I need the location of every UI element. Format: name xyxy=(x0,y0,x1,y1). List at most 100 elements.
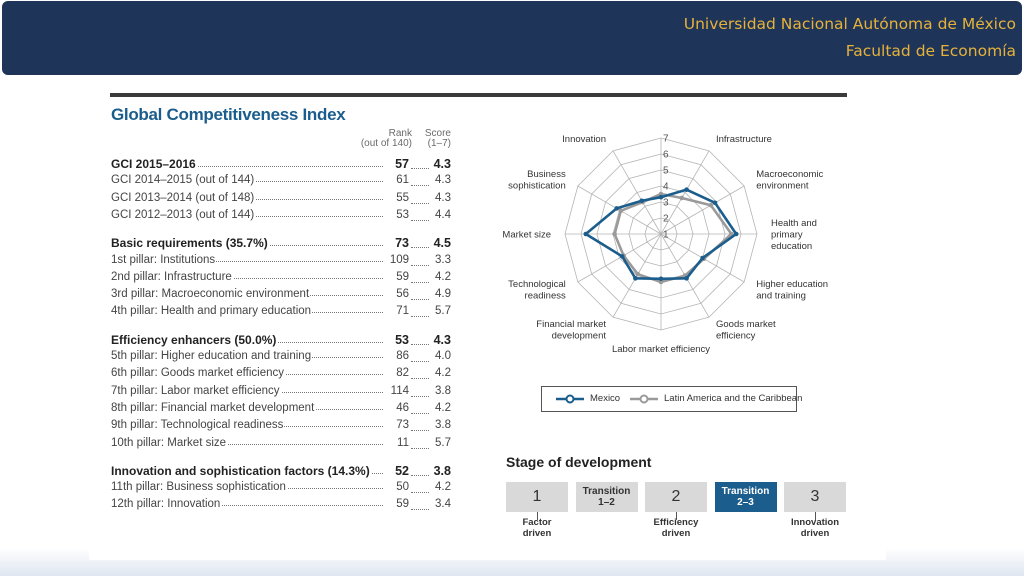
gci-row-rank: 56 xyxy=(396,288,409,301)
radar-ring-label: 6 xyxy=(663,150,669,161)
radar-series-point xyxy=(684,276,689,281)
gci-row-label: 5th pillar: Higher education and trainin… xyxy=(111,350,383,362)
gci-row-label: 1st pillar: Institutions xyxy=(111,253,383,266)
gci-row: 11th pillar: Business sophistication 50 4.… xyxy=(111,481,451,497)
gci-row-rank: 82 xyxy=(396,367,409,380)
gci-row-score: 4.2 xyxy=(435,481,451,494)
radar-ring-label: 2 xyxy=(663,214,669,225)
leader-dots xyxy=(411,168,429,169)
gci-row-score: 4.3 xyxy=(433,157,451,171)
gci-row-score: 5.7 xyxy=(435,436,451,449)
gci-section-row: Basic requirements (35.7%) 73 4.5 xyxy=(111,236,451,252)
radar-spoke xyxy=(660,185,745,235)
gci-row-label: 4th pillar: Health and primary education xyxy=(111,305,383,318)
gci-row-label: 10th pillar: Market size xyxy=(111,436,383,449)
radar-axis-label: Technological readiness xyxy=(508,279,566,302)
radar-series-point xyxy=(658,279,664,285)
radar-spoke xyxy=(660,150,710,235)
gci-row-rank: 59 xyxy=(396,498,409,511)
radar-series-point xyxy=(614,206,619,211)
radar-series-point xyxy=(633,276,638,281)
radar-axis-label: Health and primary education xyxy=(771,218,817,252)
gci-row-rank: 50 xyxy=(396,481,409,494)
gci-row-label-text: 1st pillar: Institutions xyxy=(111,253,217,266)
stage-box: 1 xyxy=(506,482,568,512)
gci-row-score: 3.4 xyxy=(435,498,451,511)
gci-row: 8th pillar: Financial market development… xyxy=(111,401,451,418)
gci-row-label-text: 6th pillar: Goods market efficiency xyxy=(111,367,286,380)
gci-row: GCI 2012–2013 (out of 144) 53 4.4 xyxy=(111,208,451,225)
gci-row-score: 4.3 xyxy=(435,174,451,187)
gci-row: GCI 2013–2014 (out of 148) 55 4.3 xyxy=(111,191,451,208)
gci-row-rank: 53 xyxy=(395,332,409,347)
gci-row: 10th pillar: Market size 11 5.7 xyxy=(111,436,451,453)
gci-row: 4th pillar: Health and primary education… xyxy=(111,305,451,321)
radar-chart-svg: 1234567InstitutionsInfrastructureMacroec… xyxy=(502,134,828,356)
gci-section-row: Efficiency enhancers (50.0%) 53 4.3 xyxy=(111,332,451,349)
radar-ring-label: 4 xyxy=(663,182,669,193)
leader-dots xyxy=(411,412,429,414)
gci-row: 12th pillar: Innovation 59 3.4 xyxy=(111,498,451,514)
gci-row: 5th pillar: Higher education and trainin… xyxy=(111,350,451,366)
legend-label-mexico: Mexico xyxy=(590,393,621,404)
leader-dots xyxy=(411,395,429,397)
gci-row-label-text: GCI 2014–2015 (out of 144) xyxy=(111,174,256,187)
gci-row-rank: 109 xyxy=(389,253,409,266)
gci-row-label: 7th pillar: Labor market efficiency xyxy=(111,384,383,397)
radar-axis-label: Business sophistication xyxy=(508,169,566,192)
chart-legend: Mexico Latin America and the Caribbean xyxy=(541,386,802,412)
gci-row-label: 6th pillar: Goods market efficiency xyxy=(111,367,383,380)
gci-row-score: 4.0 xyxy=(435,350,451,362)
leader-dots xyxy=(411,219,429,221)
gci-row: 7th pillar: Labor market efficiency 114 3.… xyxy=(111,384,451,401)
radar-axis-label: Labor market efficiency xyxy=(612,344,710,355)
stage-box: Transition 2–3 xyxy=(714,482,777,512)
gci-row-rank: 55 xyxy=(396,191,409,204)
gci-row-label: 11th pillar: Business sophistication xyxy=(111,481,383,494)
leader-dots xyxy=(411,316,429,318)
gci-row-label: GCI 2012–2013 (out of 144) xyxy=(111,208,383,221)
gci-row-label-text: 11th pillar: Business sophistication xyxy=(111,481,287,494)
radar-series-point xyxy=(679,195,685,201)
radar-axis-label: Innovation xyxy=(562,134,606,145)
radar-series-point xyxy=(684,187,689,192)
gci-row-label-text: 2nd pillar: Infrastructure xyxy=(111,270,233,283)
radar-axis-label: Infrastructure xyxy=(716,134,772,145)
gci-row-label: GCI 2015–2016 xyxy=(111,157,383,171)
leader-dots xyxy=(411,492,429,494)
header-banner: Universidad Nacional Autónoma de México … xyxy=(2,1,1022,75)
stage-tick xyxy=(676,512,677,520)
gci-row-score: 4.5 xyxy=(433,236,451,251)
radar-series-point xyxy=(619,254,625,259)
leader-dots xyxy=(111,443,383,445)
radar-spoke xyxy=(577,233,662,283)
gci-row-label-text: 7th pillar: Labor market efficiency xyxy=(111,384,281,397)
radar-series-point xyxy=(612,231,617,237)
stage-box: 2 xyxy=(645,482,707,512)
leader-dots xyxy=(411,361,429,362)
leader-dots xyxy=(411,474,429,476)
gci-row: 9th pillar: Technological readiness 73 3.8 xyxy=(111,419,451,435)
gci-row-score: 4.2 xyxy=(435,367,451,380)
leader-dots xyxy=(411,202,429,204)
radar-series-point xyxy=(618,208,624,214)
gci-row-label: 8th pillar: Financial market development xyxy=(111,401,383,414)
gci-row: 1st pillar: Institutions 109 3.3 xyxy=(111,253,451,270)
gci-row-label: Innovation and sophistication factors (1… xyxy=(111,463,383,478)
gci-row-label: GCI 2014–2015 (out of 144) xyxy=(111,174,383,187)
gci-panel: Global Competitiveness Index Rank (out of… xyxy=(89,86,886,560)
gci-row-label-text: 5th pillar: Higher education and trainin… xyxy=(111,350,313,362)
gci-row-rank: 73 xyxy=(395,236,409,251)
gci-row: 2nd pillar: Infrastructure 59 4.2 xyxy=(111,270,451,287)
radar-axis-label: Financial market development xyxy=(536,319,606,342)
gci-row-score: 3.8 xyxy=(435,419,451,432)
rank-column-header: Rank (out of 140) xyxy=(360,128,412,149)
leader-dots xyxy=(111,505,383,507)
leader-dots xyxy=(411,447,429,449)
gci-row-score: 5.7 xyxy=(435,305,451,318)
radar-series-point xyxy=(658,276,664,282)
gci-row-label: GCI 2013–2014 (out of 148) xyxy=(111,191,383,204)
stage-tick xyxy=(815,512,816,520)
gci-row-rank: 57 xyxy=(395,157,409,171)
radar-series-point xyxy=(635,271,641,277)
